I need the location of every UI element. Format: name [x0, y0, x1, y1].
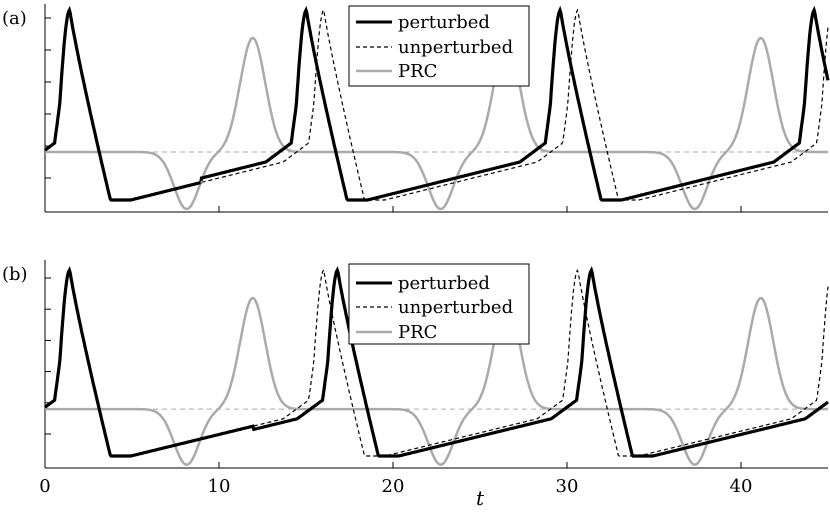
x-tick-label: 10 — [208, 476, 231, 497]
panel-a-legend-box — [348, 5, 530, 87]
panel-b-legend-prc: PRC — [398, 322, 437, 343]
panel-b-perturbed-line — [44, 265, 829, 458]
panel-a-y-ticks — [45, 17, 51, 179]
panel-b-legend-box — [348, 263, 530, 345]
x-tick-label: 0 — [39, 476, 50, 497]
panel-b-x-ticks: 0 10 20 30 40 — [39, 462, 752, 497]
x-tick-label: 20 — [382, 476, 405, 497]
panel-b-legend: perturbed unperturbed PRC — [348, 263, 530, 345]
x-axis-label: t — [476, 486, 485, 510]
panel-b-y-ticks — [45, 277, 51, 435]
panel-a-legend: perturbed unperturbed PRC — [348, 5, 530, 87]
panel-a: (a) perturbed unperturbed PRC — [2, 4, 830, 213]
panel-a-perturbed-line — [44, 5, 830, 202]
panel-b-label: (b) — [2, 264, 28, 285]
x-tick-label: 40 — [730, 476, 753, 497]
panel-a-unperturbed-line — [201, 8, 829, 201]
panel-a-x-ticks — [44, 206, 742, 212]
panel-a-legend-perturbed: perturbed — [398, 12, 490, 33]
panel-b-legend-unperturbed: unperturbed — [398, 297, 513, 318]
panel-a-legend-prc: PRC — [398, 61, 437, 82]
panel-a-legend-unperturbed: unperturbed — [398, 37, 513, 58]
panel-b-unperturbed-line — [253, 268, 829, 457]
panel-a-label: (a) — [2, 8, 27, 29]
panel-b: (b) 0 10 20 30 40 perturbed unperturbed PRC — [2, 260, 829, 497]
x-tick-label: 30 — [556, 476, 579, 497]
panel-b-legend-perturbed: perturbed — [398, 273, 490, 294]
